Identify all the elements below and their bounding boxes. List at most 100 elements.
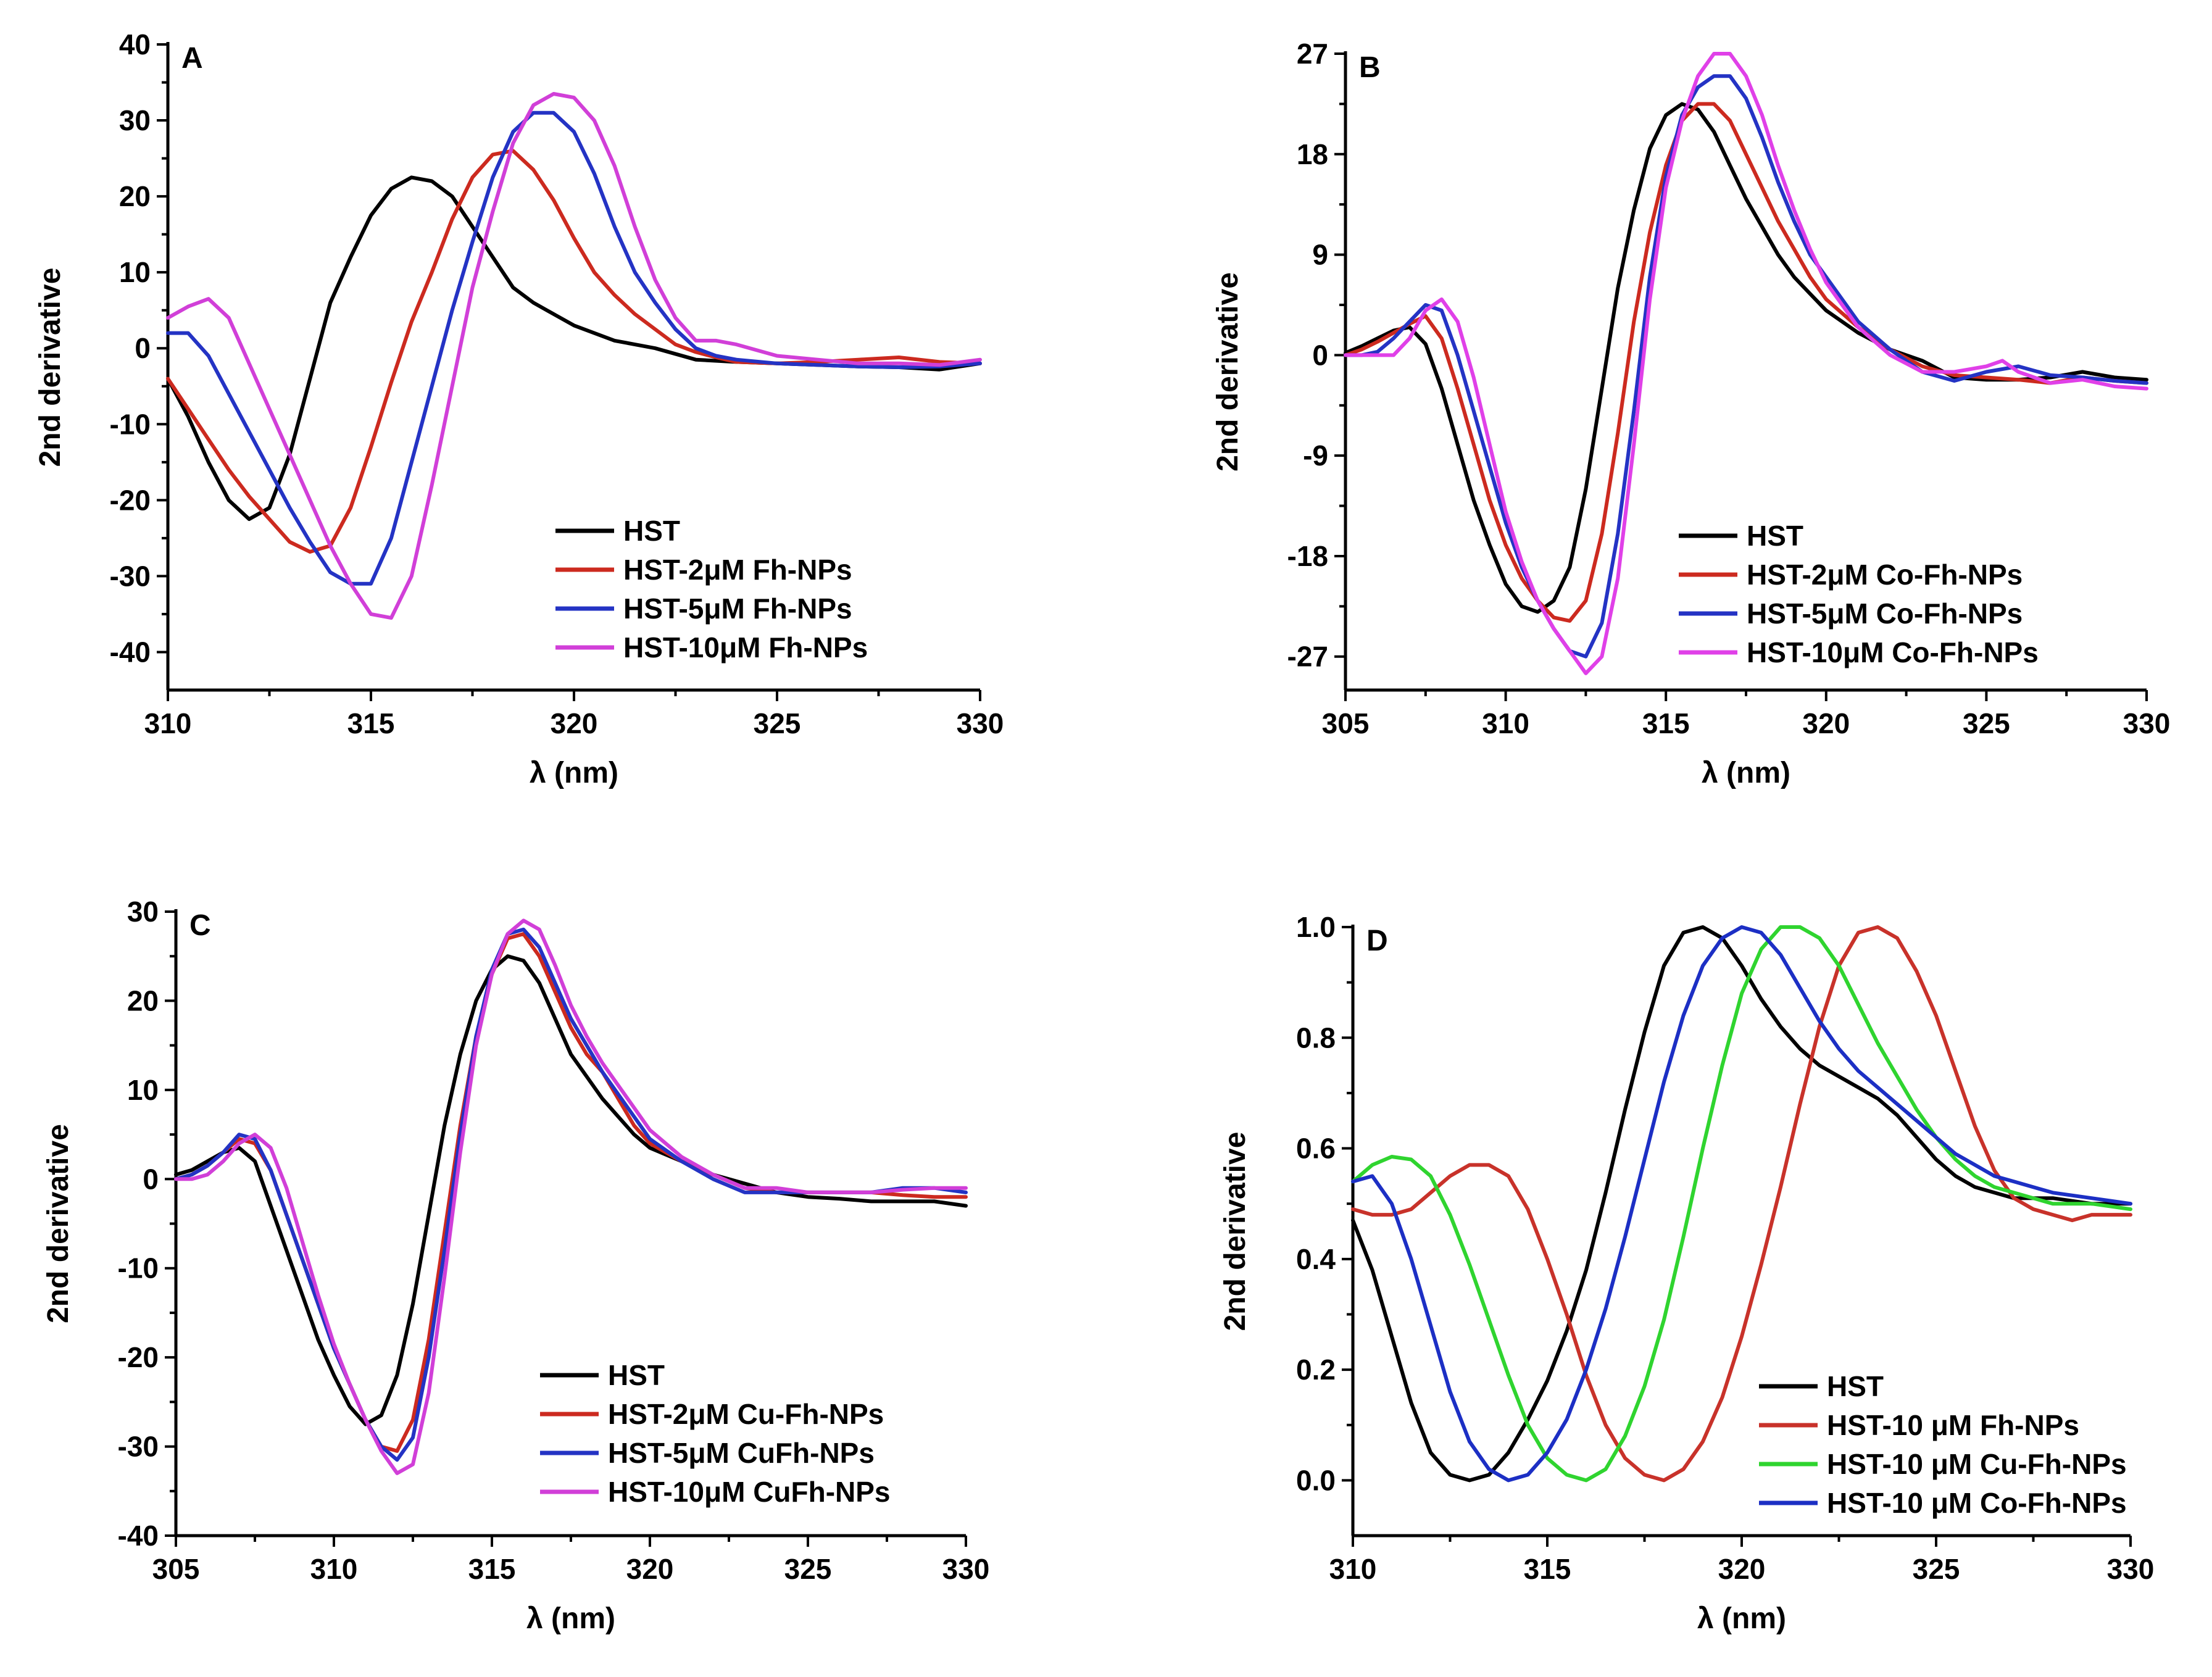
y-tick-label-b: 9 xyxy=(1312,239,1328,271)
y-axis-title-b: 2nd derivative xyxy=(1212,272,1244,472)
x-tick-label-a: 310 xyxy=(144,707,192,739)
y-tick-label-b: 18 xyxy=(1297,138,1328,170)
y-tick-label-c: 20 xyxy=(127,984,159,1017)
legend-label-d-3: HST-10 μM Co-Fh-NPs xyxy=(1827,1487,2127,1519)
y-tick-label-d: 1.0 xyxy=(1296,911,1336,943)
legend-label-d-0: HST xyxy=(1827,1370,1884,1402)
y-tick-label-a: -40 xyxy=(110,636,151,668)
legend-label-d-2: HST-10 μM Cu-Fh-NPs xyxy=(1827,1448,2127,1480)
legend-label-a-0: HST xyxy=(623,515,680,547)
y-axis-title-a: 2nd derivative xyxy=(34,268,67,467)
x-tick-label-b: 320 xyxy=(1802,707,1850,739)
x-tick-label-a: 325 xyxy=(754,707,801,739)
series-line-a-0 xyxy=(166,175,982,522)
legend-c: HST HST-2μM Cu-Fh-NPs HST-5μM CuFh-NPs HST-… xyxy=(540,1359,891,1508)
x-tick-label-d: 325 xyxy=(1913,1553,1960,1585)
series-line-a-3 xyxy=(166,92,982,620)
y-tick-label-d: 0.6 xyxy=(1296,1133,1336,1165)
panel-letter-d: D xyxy=(1366,925,1388,957)
legend-label-b-3: HST-10μM Co-Fh-NPs xyxy=(1747,636,2039,668)
legend-label-a-2: HST-5μM Fh-NPs xyxy=(623,593,852,625)
legend-a: HST HST-2μM Fh-NPs HST-5μM Fh-NPs HST-10μM … xyxy=(555,515,868,664)
panel-a: 310 315 320 325 330 -40 -30 -20 -10 0 10 20 30 40 λ (n… xyxy=(34,28,1004,789)
y-tick-label-a: 40 xyxy=(119,28,151,60)
x-tick-label-b: 315 xyxy=(1642,707,1690,739)
panel-letter-c: C xyxy=(189,909,211,942)
y-tick-label-b: 0 xyxy=(1312,339,1328,371)
y-tick-label-a: -30 xyxy=(110,560,151,592)
y-tick-label-b: -18 xyxy=(1287,540,1328,572)
x-axis-title-c: λ (nm) xyxy=(526,1602,615,1635)
y-tick-label-b: -27 xyxy=(1287,641,1328,673)
series-line-d-1 xyxy=(1351,925,2132,1483)
series-line-d-0 xyxy=(1351,925,2132,1483)
panel-b: 305 310 315 320 325 330 -27 -18 -9 0 9 18 27 λ (nm) 2n… xyxy=(1212,38,2170,789)
legend-label-c-2: HST-5μM CuFh-NPs xyxy=(608,1437,875,1469)
series-line-c-3 xyxy=(174,918,968,1475)
legend-label-c-3: HST-10μM CuFh-NPs xyxy=(608,1476,891,1508)
legend-label-c-1: HST-2μM Cu-Fh-NPs xyxy=(608,1398,884,1430)
x-tick-label-d: 310 xyxy=(1329,1553,1377,1585)
x-tick-label-a: 315 xyxy=(347,707,395,739)
legend-b: HST HST-2μM Co-Fh-NPs HST-5μM Co-Fh-NPs HST… xyxy=(1679,520,2039,668)
legend-label-d-1: HST-10 μM Fh-NPs xyxy=(1827,1409,2079,1441)
legend-label-b-2: HST-5μM Co-Fh-NPs xyxy=(1747,597,2023,630)
series-line-d-3 xyxy=(1351,925,2132,1483)
x-tick-label-b: 330 xyxy=(2123,707,2171,739)
x-tick-label-d: 330 xyxy=(2107,1553,2155,1585)
panel-c: 305 310 315 320 325 330 -40 -30 -20 -10 0 10 20 30 λ (… xyxy=(42,896,989,1635)
series-line-b-0 xyxy=(1344,102,2148,614)
panel-letter-a: A xyxy=(181,42,203,75)
legend-label-a-3: HST-10μM Fh-NPs xyxy=(623,631,868,664)
legend-label-b-1: HST-2μM Co-Fh-NPs xyxy=(1747,559,2023,591)
y-tick-label-c: -10 xyxy=(118,1252,159,1284)
x-tick-label-b: 310 xyxy=(1482,707,1529,739)
series-line-b-2 xyxy=(1344,74,2148,659)
y-tick-label-d: 0.4 xyxy=(1296,1243,1336,1275)
x-tick-label-a: 330 xyxy=(957,707,1004,739)
x-tick-label-c: 325 xyxy=(784,1553,832,1585)
y-tick-label-c: 10 xyxy=(127,1074,159,1106)
panel-d: 310 315 320 325 330 0.0 0.2 0.4 0.6 0.8 1.0 λ (nm) 2… xyxy=(1219,911,2154,1635)
y-axis-title-d: 2nd derivative xyxy=(1219,1132,1252,1331)
x-tick-label-b: 325 xyxy=(1963,707,2010,739)
y-tick-label-d: 0.0 xyxy=(1296,1464,1336,1496)
x-tick-label-c: 305 xyxy=(152,1553,200,1585)
x-tick-label-c: 330 xyxy=(942,1553,990,1585)
y-tick-label-c: -30 xyxy=(118,1431,159,1463)
x-axis-title-b: λ (nm) xyxy=(1702,757,1790,789)
x-axis-title-d: λ (nm) xyxy=(1697,1602,1786,1635)
legend-label-a-1: HST-2μM Fh-NPs xyxy=(623,554,852,586)
x-tick-label-d: 320 xyxy=(1718,1553,1766,1585)
series-line-b-3 xyxy=(1344,52,2148,675)
series-line-b-1 xyxy=(1344,102,2148,623)
series-line-a-1 xyxy=(166,149,982,554)
x-axis-title-a: λ (nm) xyxy=(530,757,618,789)
y-tick-label-b: -9 xyxy=(1303,439,1328,472)
y-tick-label-a: 20 xyxy=(119,180,151,212)
x-tick-label-c: 310 xyxy=(310,1553,358,1585)
x-tick-label-a: 320 xyxy=(551,707,598,739)
y-tick-label-c: 0 xyxy=(143,1163,159,1195)
x-tick-label-c: 320 xyxy=(626,1553,674,1585)
x-tick-label-c: 315 xyxy=(468,1553,516,1585)
y-tick-label-c: -40 xyxy=(118,1520,159,1552)
x-tick-label-d: 315 xyxy=(1524,1553,1571,1585)
legend-label-c-0: HST xyxy=(608,1359,665,1391)
y-tick-label-a: 0 xyxy=(135,332,151,364)
y-tick-label-c: 30 xyxy=(127,896,159,928)
panel-letter-b: B xyxy=(1359,51,1381,84)
legend-label-b-0: HST xyxy=(1747,520,1803,552)
y-tick-label-a: 10 xyxy=(119,256,151,288)
y-tick-label-a: 30 xyxy=(119,104,151,136)
series-line-a-2 xyxy=(166,110,982,586)
y-tick-label-a: -20 xyxy=(110,484,151,516)
series-line-d-2 xyxy=(1351,925,2132,1483)
y-axis-title-c: 2nd derivative xyxy=(42,1124,75,1323)
legend-d: HST HST-10 μM Fh-NPs HST-10 μM Cu-Fh-NPs HS… xyxy=(1759,1370,2127,1519)
y-tick-label-a: -10 xyxy=(110,408,151,440)
y-tick-label-b: 27 xyxy=(1297,38,1328,70)
y-tick-label-d: 0.8 xyxy=(1296,1022,1336,1054)
y-tick-label-c: -20 xyxy=(118,1341,159,1373)
